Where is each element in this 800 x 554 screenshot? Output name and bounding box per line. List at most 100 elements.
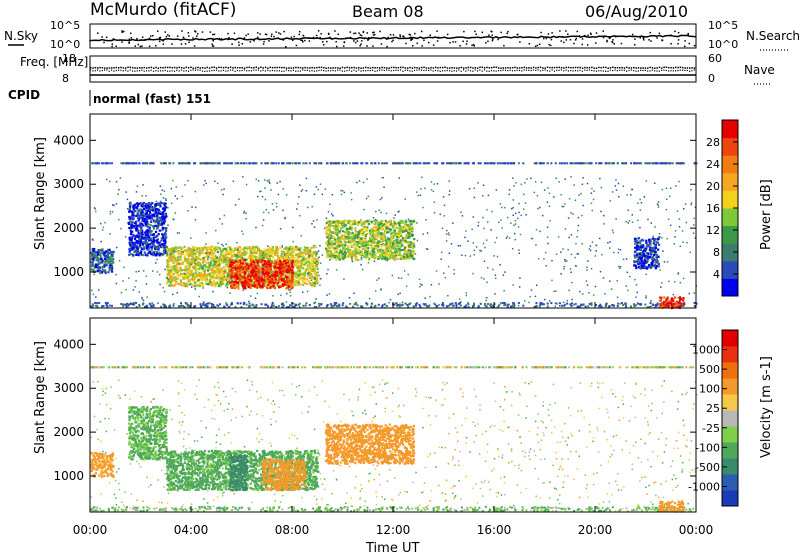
power-cell	[164, 249, 167, 252]
power-cell	[574, 302, 577, 305]
power-cell	[313, 306, 316, 309]
power-cell	[188, 283, 191, 286]
power-cell	[394, 162, 397, 165]
power-cell	[141, 243, 145, 246]
power-cell	[261, 286, 264, 289]
power-cell	[93, 247, 96, 251]
power-cell	[194, 288, 197, 290]
power-cell	[615, 189, 618, 191]
power-cell	[297, 248, 301, 251]
power-cell	[234, 274, 237, 277]
power-cell	[556, 303, 558, 305]
power-cell	[269, 268, 272, 271]
power-cell	[220, 259, 223, 262]
power-cell	[369, 234, 372, 236]
power-cell	[484, 162, 487, 165]
power-cell	[315, 263, 318, 266]
power-cell	[245, 268, 249, 271]
power-cell	[166, 260, 170, 263]
power-cell	[144, 205, 148, 208]
power-cell	[518, 202, 520, 205]
power-cell	[152, 207, 155, 210]
power-cell	[313, 258, 317, 261]
power-cell	[243, 249, 246, 252]
power-cell	[251, 275, 254, 278]
power-cell	[443, 204, 446, 207]
power-cell	[517, 162, 520, 165]
power-cell	[144, 162, 147, 165]
power-cell	[311, 260, 314, 263]
power-cell	[156, 234, 159, 238]
power-cell	[626, 194, 628, 196]
power-cell	[312, 256, 315, 259]
power-cell	[113, 204, 115, 207]
power-cell	[264, 248, 267, 251]
power-cell	[603, 214, 605, 217]
power-cell	[291, 249, 294, 252]
power-cell	[137, 246, 140, 249]
power-cell	[207, 282, 210, 286]
power-cell	[242, 284, 245, 287]
power-cell	[245, 263, 249, 266]
power-cell	[415, 162, 418, 165]
power-cell	[255, 226, 257, 229]
power-cell	[341, 234, 345, 237]
power-cell	[287, 278, 290, 281]
power-cell	[206, 250, 209, 253]
power-cell	[302, 277, 305, 281]
power-cell	[279, 279, 283, 283]
power-cell	[244, 253, 247, 256]
power-cell	[387, 244, 391, 247]
power-cell	[195, 280, 198, 283]
power-cell	[581, 183, 584, 186]
power-cell	[301, 189, 304, 191]
power-cell	[204, 179, 206, 182]
power-cell	[248, 255, 251, 258]
power-cell	[211, 249, 214, 253]
power-cell	[327, 211, 330, 213]
power-cell	[684, 203, 687, 205]
power-cell	[156, 203, 160, 206]
power-cell	[129, 226, 133, 229]
power-cell	[479, 249, 481, 252]
power-cell	[129, 247, 132, 251]
power-cell	[176, 266, 179, 269]
power-cell	[355, 162, 358, 165]
power-cell	[561, 205, 563, 208]
power-cell	[332, 304, 335, 307]
power-cell	[125, 305, 128, 308]
power-cell	[656, 203, 659, 205]
power-cell	[313, 251, 317, 254]
power-cell	[416, 222, 418, 224]
power-cell	[646, 162, 649, 165]
power-cell	[288, 272, 291, 276]
power-cell	[109, 261, 112, 265]
power-cell	[301, 273, 304, 276]
power-cell	[282, 255, 285, 259]
power-cell	[130, 215, 133, 218]
power-cell	[631, 221, 634, 223]
power-cell	[645, 297, 647, 299]
power-cell	[212, 304, 215, 307]
power-cell	[94, 263, 98, 266]
power-cell	[695, 162, 698, 165]
power-cell	[587, 162, 590, 165]
power-cell	[216, 304, 219, 307]
power-cell	[271, 270, 274, 274]
power-cell	[134, 226, 137, 229]
power-cell	[136, 228, 139, 231]
power-cell	[302, 251, 305, 255]
power-cell	[214, 285, 217, 288]
power-cell	[366, 302, 369, 305]
power-cell	[506, 303, 509, 306]
power-cell	[165, 276, 169, 279]
power-cell	[376, 245, 380, 249]
power-cell	[301, 267, 304, 270]
power-cell	[445, 305, 448, 308]
power-cell	[194, 256, 198, 259]
power-cell	[335, 269, 338, 271]
power-cell	[365, 162, 368, 165]
power-cell	[569, 268, 572, 270]
power-cell	[663, 162, 666, 165]
power-cell	[271, 256, 275, 259]
